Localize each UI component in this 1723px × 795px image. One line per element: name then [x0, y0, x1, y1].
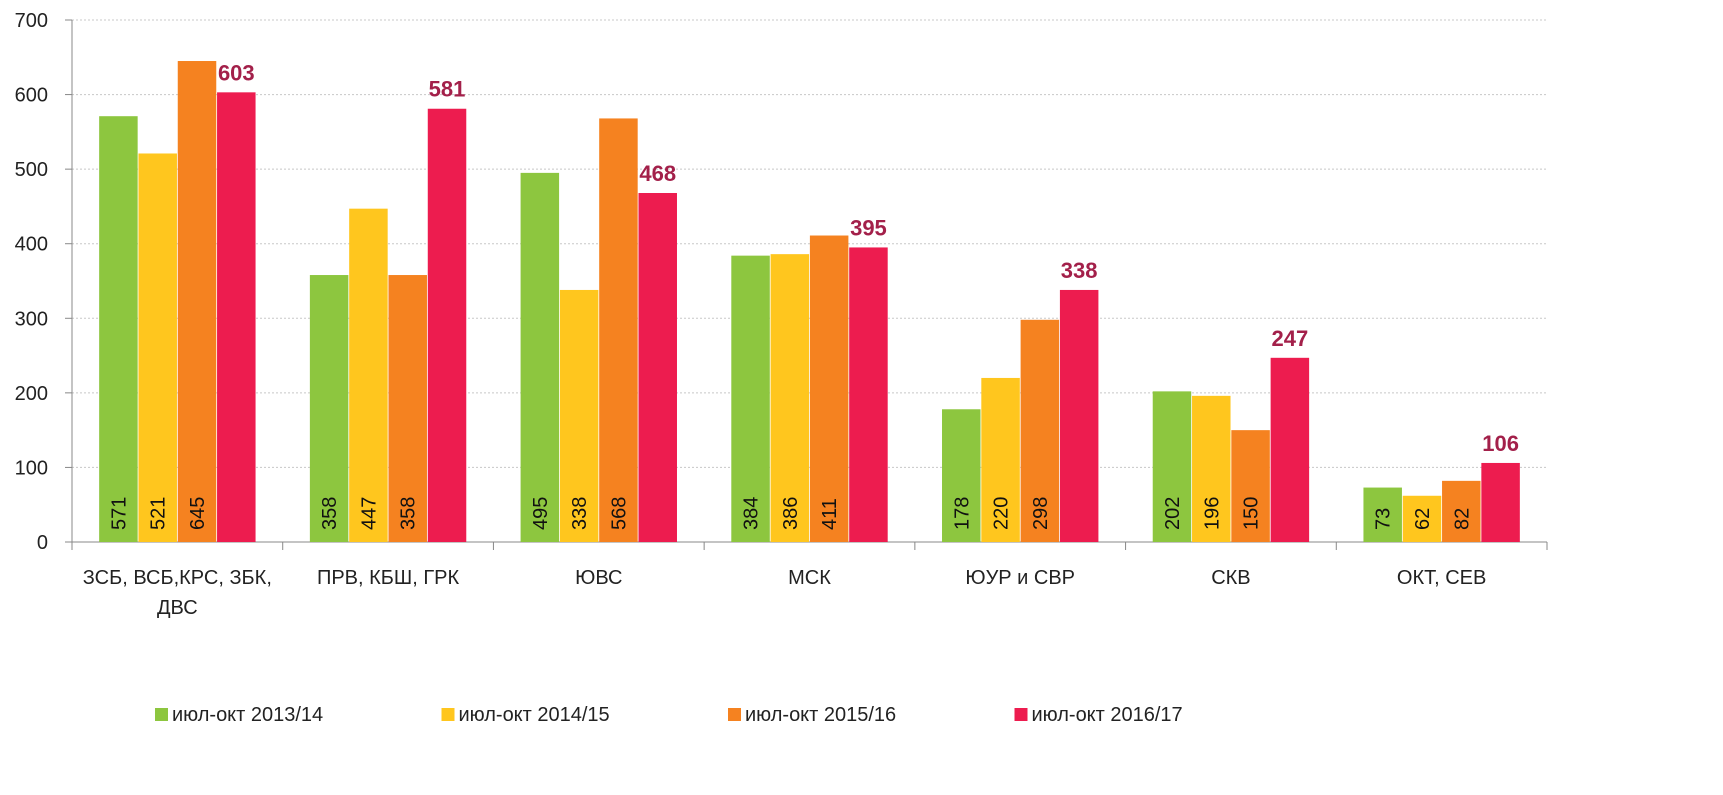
bar: [1270, 357, 1310, 542]
bar: [520, 172, 560, 542]
legend-swatch: [441, 708, 455, 721]
bar: [1059, 289, 1099, 542]
data-label: 338: [569, 497, 591, 530]
data-label: 358: [398, 497, 420, 530]
data-label: 298: [1030, 497, 1052, 530]
bar: [1442, 480, 1481, 542]
data-label: 581: [429, 77, 466, 102]
bar: [177, 61, 217, 543]
data-label: 395: [850, 215, 887, 240]
legend-swatch: [1014, 708, 1028, 721]
bar: [942, 409, 981, 542]
bar: [770, 254, 810, 542]
data-label: 468: [639, 161, 676, 186]
bar: [1363, 487, 1402, 542]
y-tick-label: 500: [15, 159, 48, 181]
legend-label: июл-окт 2013/14: [172, 704, 323, 726]
data-label: 645: [187, 497, 209, 530]
data-label: 386: [780, 497, 802, 530]
y-tick-label: 400: [15, 234, 48, 256]
data-label: 358: [319, 497, 341, 530]
bar: [388, 275, 427, 542]
data-label: 411: [819, 498, 841, 530]
bar: [309, 275, 349, 542]
bar: [599, 118, 638, 542]
y-tick-label: 100: [15, 457, 48, 479]
data-label: 202: [1162, 497, 1184, 530]
bar: [981, 377, 1020, 542]
data-label: 571: [108, 497, 130, 530]
data-label: 196: [1201, 497, 1223, 530]
bar: [1231, 430, 1270, 542]
x-tick-label: ОКТ, СЕВ: [1396, 567, 1487, 589]
legend-label: июл-окт 2014/15: [459, 704, 610, 726]
bar: [349, 208, 388, 542]
x-tick-label: СКВ: [1211, 567, 1251, 589]
bar: [559, 289, 599, 542]
x-tick-label: ПРВ, КБШ, ГРК: [316, 567, 460, 589]
data-label: 82: [1451, 508, 1473, 530]
bar: [217, 92, 256, 542]
legend-label: июл-окт 2015/16: [745, 704, 896, 726]
x-tick-label: ЮУР и СВР: [965, 567, 1076, 589]
legend-swatch: [728, 708, 741, 721]
data-label: 150: [1241, 497, 1263, 530]
data-label: 568: [608, 497, 630, 530]
bar: [1402, 495, 1442, 542]
y-tick-label: 600: [15, 85, 48, 107]
data-label: 521: [148, 497, 170, 530]
data-label: 447: [358, 497, 380, 530]
data-label: 338: [1061, 258, 1098, 283]
data-label: 384: [741, 497, 763, 530]
data-label: 62: [1412, 508, 1434, 530]
bar: [731, 255, 770, 542]
legend-label: июл-окт 2016/17: [1032, 704, 1183, 726]
y-tick-label: 0: [37, 532, 48, 554]
x-tick-label: ЗСБ, ВСБ,КРС, ЗБК, ДВС: [82, 567, 272, 619]
data-label: 106: [1482, 431, 1519, 456]
bar: [1481, 462, 1520, 542]
bar: [809, 235, 849, 543]
bar: [99, 116, 138, 542]
data-label: 178: [951, 497, 973, 530]
bar: [138, 153, 177, 543]
bar: [849, 247, 888, 542]
data-label: 247: [1272, 326, 1309, 351]
legend-swatch: [155, 708, 168, 721]
data-label: 603: [218, 60, 255, 85]
x-tick-label: ЮВС: [575, 567, 623, 589]
bar: [427, 108, 467, 543]
data-label: 220: [991, 497, 1013, 530]
y-tick-label: 200: [15, 383, 48, 405]
x-tick-label: МСК: [788, 567, 831, 589]
y-tick-label: 700: [15, 10, 48, 32]
bar: [638, 193, 677, 542]
y-tick-label: 300: [15, 308, 48, 330]
data-label: 495: [530, 497, 552, 530]
bar: [1152, 391, 1192, 542]
bar: [1192, 395, 1231, 542]
data-label: 73: [1373, 508, 1395, 530]
bar: [1020, 319, 1060, 542]
